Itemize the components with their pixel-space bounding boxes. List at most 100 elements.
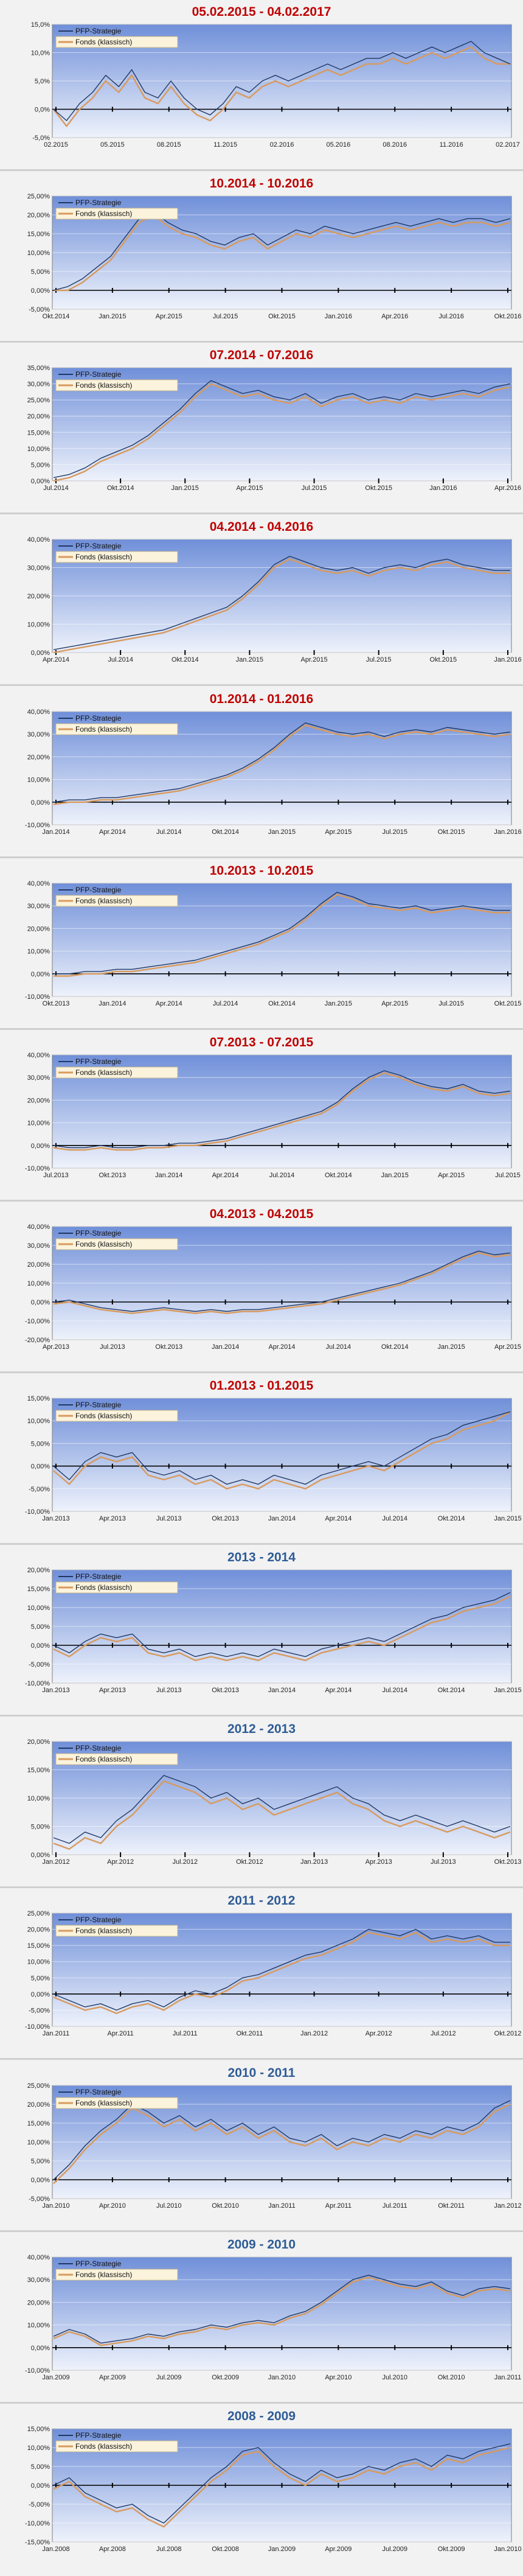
x-tick-label: Jan.2011 [268, 2202, 295, 2210]
series-line-strategy [53, 2275, 511, 2344]
y-tick-label: -10,00% [25, 2520, 50, 2527]
y-tick-label: 0,00% [31, 1299, 50, 1306]
legend-label-strategy: PFP-Strategie [75, 1057, 122, 1066]
series-line-fund [53, 1072, 511, 1151]
panel-divider [0, 2402, 523, 2404]
x-tick-label: Jul.2009 [382, 2546, 407, 2553]
legend-label-strategy: PFP-Strategie [75, 542, 122, 550]
y-tick-label: 10,0% [31, 50, 50, 57]
series-line-strategy [53, 556, 510, 650]
chart-panel: 2009 - 2010 -10,00% 0,00% 10,00% 20,00% 30,00… [0, 2233, 523, 2404]
y-tick-label: 20,00% [27, 1738, 50, 1746]
legend-label-fund: Fonds (klassisch) [75, 209, 132, 218]
x-tick-label: Jan.2015 [99, 313, 126, 320]
chart-title: 07.2013 - 07.2015 [209, 1035, 314, 1049]
x-tick-label: Okt.2011 [237, 2030, 263, 2037]
x-tick-label: Apr.2014 [156, 1000, 182, 1007]
x-tick-label: Apr.2014 [43, 656, 69, 663]
x-tick-label: Apr.2014 [325, 1515, 352, 1522]
x-tick-label: Apr.2012 [365, 2030, 392, 2037]
y-tick-label: 10,00% [27, 250, 50, 257]
y-tick-label: 20,00% [27, 754, 50, 761]
legend-label-strategy: PFP-Strategie [75, 370, 122, 379]
x-tick-label: Jan.2016 [429, 485, 457, 492]
x-tick-label: Okt.2016 [494, 313, 522, 320]
legend-label-fund: Fonds (klassisch) [75, 725, 132, 733]
x-tick-label: Jan.2015 [494, 1515, 521, 1522]
y-tick-label: 0,00% [31, 287, 50, 295]
legend-box-fund [55, 1925, 178, 1937]
x-tick-label: Apr.2015 [301, 656, 328, 663]
x-tick-label: Okt.2015 [430, 656, 457, 663]
x-tick-label: Okt.2012 [494, 2030, 522, 2037]
x-tick-label: Okt.2014 [212, 828, 239, 836]
panel-divider [0, 1028, 523, 1030]
series-line-strategy [53, 211, 511, 291]
x-tick-label: Jul.2015 [382, 828, 407, 836]
chart-panel: 2010 - 2011 -5,00% 0,00% 5,00% 10,00% 15,00% 2… [0, 2061, 523, 2233]
x-tick-label: Okt.2011 [438, 2202, 465, 2210]
x-tick-label: Jul.2014 [382, 1515, 407, 1522]
x-tick-label: 11.2015 [213, 141, 237, 149]
chart-title: 01.2014 - 01.2016 [209, 692, 314, 706]
legend-label-strategy: PFP-Strategie [75, 1572, 122, 1581]
series-line-strategy [53, 1250, 511, 1312]
legend-box-fund [55, 208, 178, 220]
y-tick-label: 15,00% [27, 2426, 50, 2433]
x-tick-label: Jul.2010 [382, 2374, 407, 2381]
legend-label-strategy: PFP-Strategie [75, 2259, 122, 2268]
series-line-fund [54, 214, 511, 292]
x-tick-label: Jan.2015 [236, 656, 263, 663]
chart-panel: 04.2013 - 04.2015 -20,00% -10,00% 0,00% 10,0… [0, 1202, 523, 1374]
x-tick-label: Jul.2012 [431, 2030, 456, 2037]
y-tick-label: 15,00% [27, 1942, 50, 1950]
x-tick-label: 02.2017 [496, 141, 520, 149]
chart-title: 2008 - 2009 [227, 2409, 296, 2423]
legend-box-fund [55, 895, 178, 907]
y-tick-label: 10,00% [27, 621, 50, 629]
x-tick-label: Okt.2010 [212, 2202, 239, 2210]
y-tick-label: 30,00% [27, 903, 50, 910]
x-tick-label: Jul.2015 [366, 656, 392, 663]
x-tick-label: Jan.2015 [437, 1343, 465, 1351]
x-tick-label: Apr.2013 [99, 1515, 126, 1522]
x-tick-label: Jul.2014 [43, 485, 69, 492]
y-tick-label: 5,00% [31, 1975, 50, 1982]
x-tick-label: Jul.2015 [438, 1000, 464, 1007]
y-tick-label: -20,00% [25, 1337, 50, 1344]
y-tick-label: -10,00% [25, 993, 50, 1001]
legend-box-fund [55, 2097, 178, 2109]
line-chart: -20,00% -10,00% 0,00% 10,00% 20,00% 30,00% 40,… [25, 1223, 521, 1351]
y-tick-label: -10,00% [25, 1680, 50, 1687]
panel-divider [0, 1543, 523, 1545]
y-tick-label: 40,00% [27, 709, 50, 716]
legend-box-fund [55, 1238, 178, 1250]
x-tick-label: Jan.2014 [212, 1343, 239, 1351]
x-tick-label: Apr.2015 [325, 828, 352, 836]
y-tick-label: 35,00% [27, 365, 50, 372]
y-tick-label: 30,00% [27, 565, 50, 572]
x-tick-label: 05.2016 [326, 141, 350, 149]
legend-box-fund [55, 1753, 178, 1765]
y-tick-label: 30,00% [27, 2277, 50, 2284]
x-tick-label: Jan.2014 [99, 1000, 126, 1007]
legend-box-fund [55, 1066, 178, 1079]
y-tick-label: -10,00% [25, 1508, 50, 1516]
chart-title: 05.02.2015 - 04.02.2017 [192, 5, 331, 19]
legend-label-fund: Fonds (klassisch) [75, 38, 132, 46]
x-tick-label: Jan.2009 [268, 2546, 296, 2553]
y-tick-label: 20,00% [27, 212, 50, 219]
legend-box-fund [55, 1410, 178, 1422]
chart-panel: 10.2013 - 10.2015 -10,00% 0,00% 10,00% 20,00… [0, 859, 523, 1031]
x-tick-label: Apr.2014 [99, 828, 126, 836]
y-tick-label: -15,00% [25, 2539, 50, 2546]
y-tick-label: -10,00% [25, 2367, 50, 2375]
x-tick-label: Apr.2011 [325, 2202, 352, 2210]
chart-title: 2011 - 2012 [227, 1894, 296, 1908]
x-tick-label: Apr.2014 [325, 1687, 352, 1694]
panel-divider [0, 856, 523, 858]
x-tick-label: Jan.2012 [42, 1858, 69, 1866]
x-tick-label: Okt.2015 [268, 313, 296, 320]
x-tick-label: Okt.2014 [381, 1343, 409, 1351]
x-tick-label: Okt.2010 [438, 2374, 465, 2381]
